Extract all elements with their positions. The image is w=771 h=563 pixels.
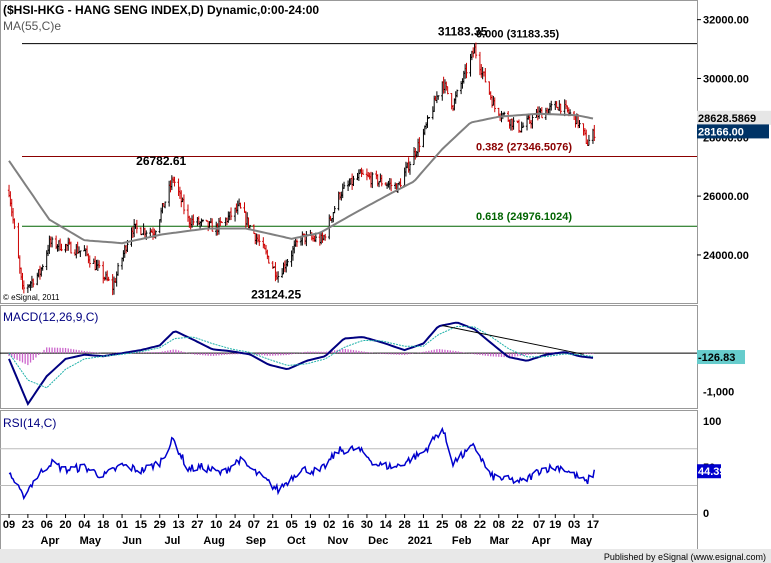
axes: 32000.0030000.0028000.0026000.0024000.00… — [3, 15, 771, 547]
date-tick-label: 02 — [323, 519, 335, 531]
ma-indicator-label: MA(55,C)e — [3, 19, 61, 33]
date-tick-label: 10 — [210, 519, 222, 531]
date-tick-label: 17 — [587, 519, 599, 531]
chart-title: ($HSI-HKG - HANG SENG INDEX,D) Dynamic,0… — [3, 3, 319, 17]
month-label: Dec — [368, 535, 388, 547]
copyright-text: © eSignal, 2011 — [3, 293, 60, 302]
date-tick-label: 14 — [380, 519, 393, 531]
date-tick-label: 24 — [229, 519, 242, 531]
ma-value-label: 28628.5869 — [698, 113, 756, 125]
date-tick-label: 13 — [172, 519, 184, 531]
price-annotation: 26782.61 — [136, 154, 186, 168]
date-tick-label: 08 — [493, 519, 505, 531]
date-tick-label: 22 — [511, 519, 523, 531]
date-tick-label: 18 — [97, 519, 109, 531]
macd-value-label: -126.83 — [698, 352, 735, 364]
footer-bar — [0, 549, 771, 563]
date-tick-label: 27 — [191, 519, 203, 531]
fib-level-label: 0.618 (24976.1024) — [476, 211, 572, 223]
date-tick-label: 16 — [342, 519, 354, 531]
date-tick-label: 29 — [154, 519, 166, 531]
date-tick-label: 06 — [41, 519, 53, 531]
price-axis-label: 26000.00 — [703, 191, 749, 203]
date-tick-label: 19 — [304, 519, 316, 531]
month-label: May — [571, 535, 593, 547]
date-tick-label: 15 — [135, 519, 147, 531]
price-axis-label: 32000.00 — [703, 15, 749, 27]
macd-signal-line — [8, 325, 594, 389]
price-axis-label: 24000.00 — [703, 250, 749, 262]
date-tick-label: 30 — [361, 519, 373, 531]
month-label: May — [80, 535, 102, 547]
date-tick-label: 20 — [59, 519, 71, 531]
date-tick-label: 11 — [418, 519, 430, 531]
fib-level-label: 0.382 (27346.5076) — [476, 142, 572, 154]
price-plot: 0.000 (31183.35) 0.382 (27346.5076) 0.618 … — [7, 25, 697, 302]
date-tick-label: 08 — [455, 519, 467, 531]
price-annotation: 23124.25 — [251, 288, 301, 302]
month-label: Nov — [328, 535, 350, 547]
rsi-panel — [0, 410, 698, 515]
month-label: Oct — [287, 535, 306, 547]
date-tick-label: 23 — [22, 519, 34, 531]
rsi-line — [8, 426, 596, 501]
month-label: 2021 — [408, 535, 432, 547]
month-label: Feb — [452, 535, 472, 547]
rsi-value-label: 44.39 — [698, 466, 726, 478]
month-label: Jun — [122, 535, 142, 547]
date-tick-label: 07 — [248, 519, 260, 531]
publisher-credit: Published by eSignal (www.esignal.com) — [604, 552, 766, 562]
month-label: Aug — [203, 535, 224, 547]
date-tick-label: 09 — [3, 519, 15, 531]
date-tick-label: 04 — [78, 519, 91, 531]
fib-level-label: 0.000 (31183.35) — [476, 29, 560, 41]
macd-trendline — [442, 324, 584, 355]
date-tick-label: 03 — [568, 519, 580, 531]
rsi-axis-label: 100 — [703, 416, 721, 428]
date-tick-label: 22 — [474, 519, 486, 531]
price-axis-label: 30000.00 — [703, 73, 749, 85]
date-tick-label: 01 — [116, 519, 128, 531]
date-axis-panel — [0, 514, 698, 550]
date-tick-label: 05 — [285, 519, 297, 531]
month-label: Apr — [41, 535, 61, 547]
price-panel — [0, 0, 698, 304]
date-tick-label: 19 — [549, 519, 561, 531]
price-annotation: 31183.35 — [438, 25, 488, 39]
rsi-axis-label: 0 — [703, 508, 709, 520]
month-label: Jul — [164, 535, 180, 547]
last-price-label: 28166.00 — [698, 126, 744, 138]
rsi-title: RSI(14,C) — [3, 416, 56, 430]
ma-value-box — [697, 110, 771, 125]
macd-plot — [0, 321, 697, 406]
moving-average-line — [8, 112, 594, 245]
month-label: Sep — [246, 535, 266, 547]
month-label: Mar — [490, 535, 510, 547]
rsi-value-box — [697, 464, 721, 479]
date-tick-label: 07 — [533, 519, 545, 531]
date-tick-label: 28 — [398, 519, 410, 531]
last-price-box — [697, 124, 769, 139]
date-tick-label: 25 — [436, 519, 448, 531]
macd-value-box — [697, 350, 745, 365]
macd-title: MACD(12,26,9,C) — [3, 310, 98, 324]
month-label: Apr — [532, 535, 552, 547]
date-tick-label: 21 — [267, 519, 279, 531]
macd-axis-label: -1,000 — [703, 387, 734, 399]
rsi-plot — [0, 426, 697, 501]
